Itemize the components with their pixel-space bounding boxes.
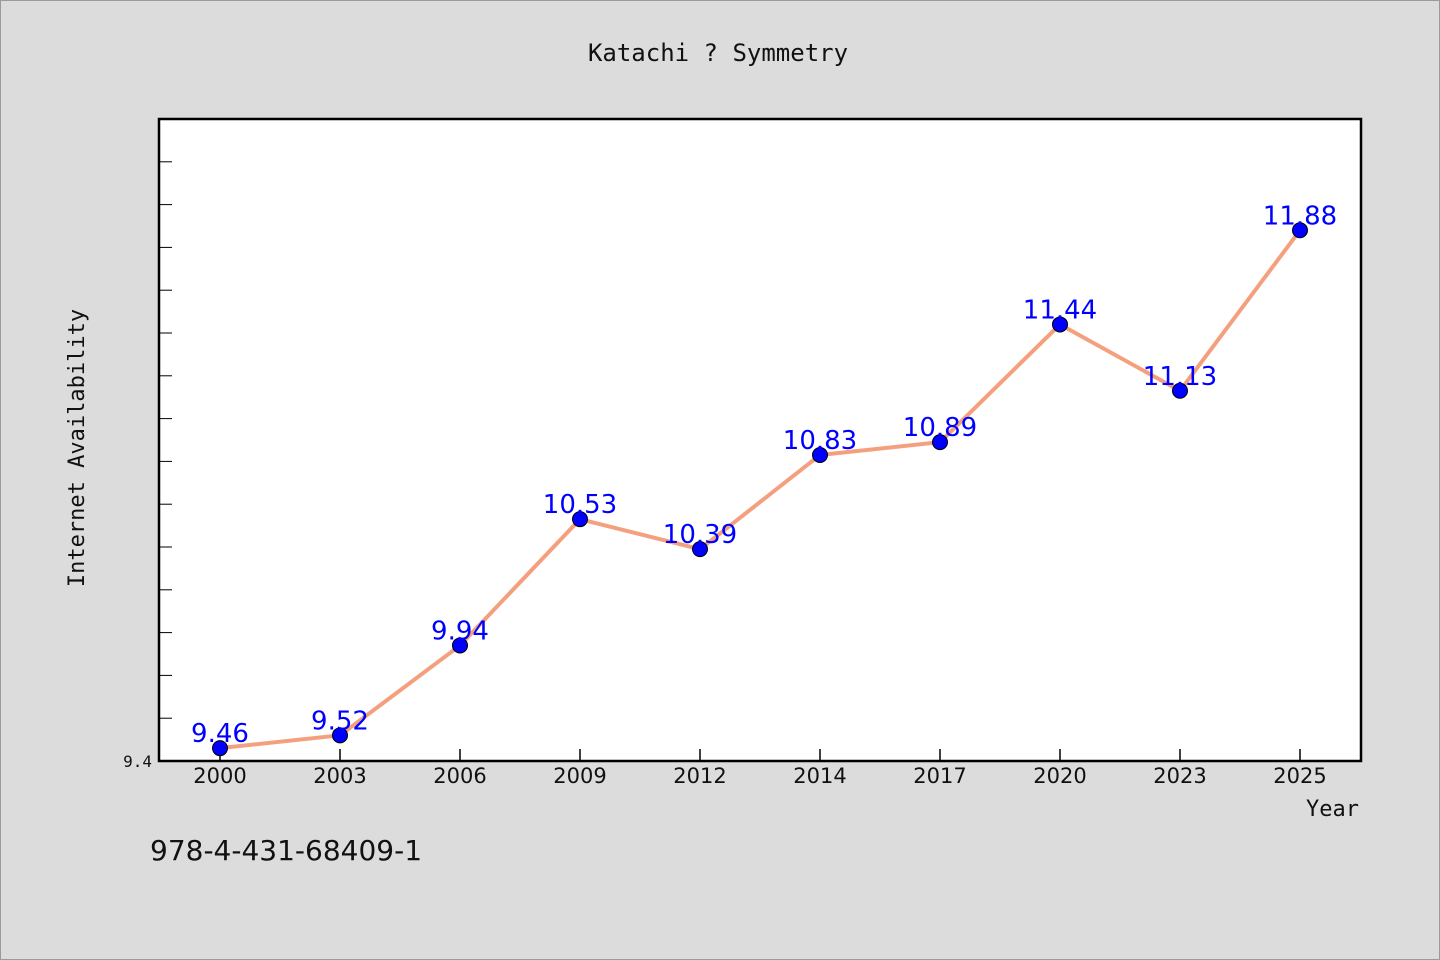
y-axis-ticks	[159, 161, 172, 719]
data-label: 11.44	[1023, 295, 1097, 325]
data-label: 10.83	[783, 426, 857, 456]
data-point	[1052, 316, 1068, 333]
y-axis-label: Internet Availability	[65, 309, 90, 587]
data-point	[332, 727, 348, 744]
series-layer: 9.46 9.52 9.94 10.53 10.39 10.83 10.89 11.44 11.…	[191, 201, 1337, 757]
x-tick-label: 2006	[433, 764, 486, 788]
x-axis-label: Year	[1306, 797, 1359, 822]
data-label: 10.53	[543, 490, 617, 520]
x-tick-label: 2000	[193, 764, 246, 788]
data-point	[452, 637, 468, 654]
data-point	[1172, 382, 1188, 399]
data-point	[692, 541, 708, 558]
x-axis-tick-labels: 2000 2003 2006 2009 2012 2014 2017 2020 2023 2025	[193, 749, 1327, 788]
x-tick-label: 2012	[673, 764, 726, 788]
x-tick-label: 2017	[913, 764, 966, 788]
data-label: 9.94	[431, 616, 489, 646]
x-tick-label: 2003	[313, 764, 366, 788]
data-point	[1292, 222, 1308, 239]
data-label: 10.39	[663, 520, 737, 550]
isbn-footer: 978-4-431-68409-1	[150, 834, 423, 867]
y-tick-label: 9.4	[123, 752, 152, 771]
data-point	[932, 434, 948, 451]
data-point	[572, 511, 588, 528]
x-tick-label: 2023	[1153, 764, 1206, 788]
data-label: 9.52	[311, 706, 369, 736]
series-line	[219, 229, 1302, 751]
data-label: 9.46	[191, 719, 249, 749]
data-point	[212, 740, 228, 757]
x-tick-label: 2020	[1033, 764, 1086, 788]
chart-title: Katachi ? Symmetry	[588, 39, 848, 67]
data-point	[812, 446, 828, 463]
data-label: 11.13	[1143, 362, 1217, 392]
x-tick-label: 2014	[793, 764, 846, 788]
data-label: 11.88	[1263, 201, 1337, 231]
plot-area	[157, 117, 1363, 763]
data-label: 10.89	[903, 413, 977, 443]
x-tick-label: 2009	[553, 764, 606, 788]
x-tick-label: 2025	[1273, 764, 1326, 788]
